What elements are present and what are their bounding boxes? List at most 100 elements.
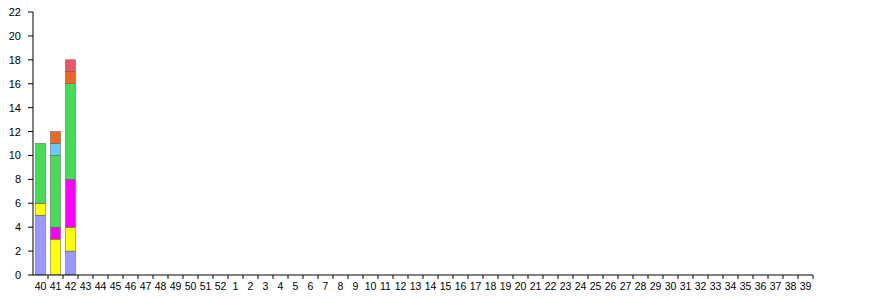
y-tick <box>28 59 33 60</box>
y-tick-label: 6 <box>15 197 21 209</box>
bar-segment <box>36 144 46 204</box>
x-tick <box>663 275 664 279</box>
bar-segment <box>51 239 61 275</box>
x-tick <box>348 275 349 279</box>
x-tick-label: 1 <box>233 280 239 292</box>
x-tick <box>588 275 589 279</box>
bar-segment <box>36 203 46 215</box>
x-tick <box>333 275 334 279</box>
x-tick-label: 38 <box>785 280 797 292</box>
x-tick-label: 22 <box>545 280 557 292</box>
x-tick-label: 14 <box>425 280 437 292</box>
x-tick <box>243 275 244 279</box>
x-tick <box>438 275 439 279</box>
x-tick-label: 49 <box>170 280 182 292</box>
x-tick-label: 30 <box>665 280 677 292</box>
x-tick <box>693 275 694 279</box>
x-tick <box>768 275 769 279</box>
x-tick <box>213 275 214 279</box>
x-tick <box>513 275 514 279</box>
y-tick-label: 18 <box>9 54 21 66</box>
y-tick-label: 22 <box>9 6 21 18</box>
x-tick <box>678 275 679 279</box>
x-tick-label: 25 <box>590 280 602 292</box>
x-tick <box>798 275 799 279</box>
y-tick-label: 10 <box>9 149 21 161</box>
x-tick <box>723 275 724 279</box>
x-tick <box>738 275 739 279</box>
x-tick <box>168 275 169 279</box>
x-tick <box>78 275 79 279</box>
x-tick-label: 31 <box>680 280 692 292</box>
x-tick <box>318 275 319 279</box>
x-tick <box>813 275 814 279</box>
x-tick-label: 34 <box>725 280 737 292</box>
x-tick <box>288 275 289 279</box>
x-tick <box>273 275 274 279</box>
axes: 0246810121416182022404142434445464748495… <box>9 6 813 292</box>
y-axis <box>33 12 34 275</box>
x-tick-label: 4 <box>278 280 284 292</box>
x-tick-label: 39 <box>800 280 812 292</box>
x-tick-label: 17 <box>470 280 482 292</box>
x-tick <box>468 275 469 279</box>
x-tick-label: 5 <box>293 280 299 292</box>
x-tick-label: 16 <box>455 280 467 292</box>
x-tick <box>498 275 499 279</box>
x-tick-label: 2 <box>248 280 254 292</box>
bar-segment <box>66 179 76 227</box>
x-tick <box>483 275 484 279</box>
y-tick-label: 2 <box>15 245 21 257</box>
x-tick-label: 42 <box>65 280 77 292</box>
x-tick-label: 13 <box>410 280 422 292</box>
x-tick <box>408 275 409 279</box>
x-tick-label: 37 <box>770 280 782 292</box>
y-tick <box>28 155 33 156</box>
y-tick <box>28 35 33 36</box>
bar-segment <box>51 155 61 227</box>
bar-segment <box>51 144 61 156</box>
x-tick-label: 9 <box>353 280 359 292</box>
x-tick-label: 3 <box>263 280 269 292</box>
x-tick-label: 18 <box>485 280 497 292</box>
x-tick <box>648 275 649 279</box>
x-tick <box>423 275 424 279</box>
y-tick <box>28 203 33 204</box>
y-tick <box>28 227 33 228</box>
x-tick <box>303 275 304 279</box>
x-tick-label: 36 <box>755 280 767 292</box>
x-tick-label: 20 <box>515 280 527 292</box>
x-tick-label: 33 <box>710 280 722 292</box>
x-tick-label: 24 <box>575 280 587 292</box>
y-tick <box>28 83 33 84</box>
x-tick-label: 45 <box>110 280 122 292</box>
x-tick-label: 19 <box>500 280 512 292</box>
bar-segment <box>66 227 76 251</box>
y-tick-label: 14 <box>9 102 21 114</box>
x-tick-label: 29 <box>650 280 662 292</box>
x-tick-label: 50 <box>185 280 197 292</box>
x-tick-label: 52 <box>215 280 227 292</box>
bars <box>36 60 76 275</box>
x-tick-label: 41 <box>50 280 62 292</box>
x-tick <box>633 275 634 279</box>
x-tick-label: 12 <box>395 280 407 292</box>
x-tick <box>138 275 139 279</box>
x-tick-label: 47 <box>140 280 152 292</box>
x-tick <box>558 275 559 279</box>
x-tick-label: 8 <box>338 280 344 292</box>
x-tick-label: 6 <box>308 280 314 292</box>
x-tick <box>153 275 154 279</box>
x-tick <box>228 275 229 279</box>
x-tick <box>603 275 604 279</box>
x-tick-label: 23 <box>560 280 572 292</box>
y-tick-label: 4 <box>15 221 21 233</box>
chart: 0246810121416182022404142434445464748495… <box>0 0 870 300</box>
x-tick-label: 46 <box>125 280 137 292</box>
bar-segment <box>66 251 76 275</box>
x-tick <box>393 275 394 279</box>
x-tick-label: 32 <box>695 280 707 292</box>
x-tick <box>753 275 754 279</box>
bar-segment <box>66 72 76 84</box>
x-tick <box>48 275 49 279</box>
